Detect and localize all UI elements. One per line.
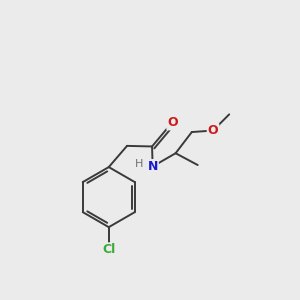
Text: Cl: Cl xyxy=(102,243,116,256)
Text: H: H xyxy=(135,159,144,169)
Text: N: N xyxy=(148,160,158,173)
Text: O: O xyxy=(167,116,178,129)
Text: O: O xyxy=(208,124,218,137)
